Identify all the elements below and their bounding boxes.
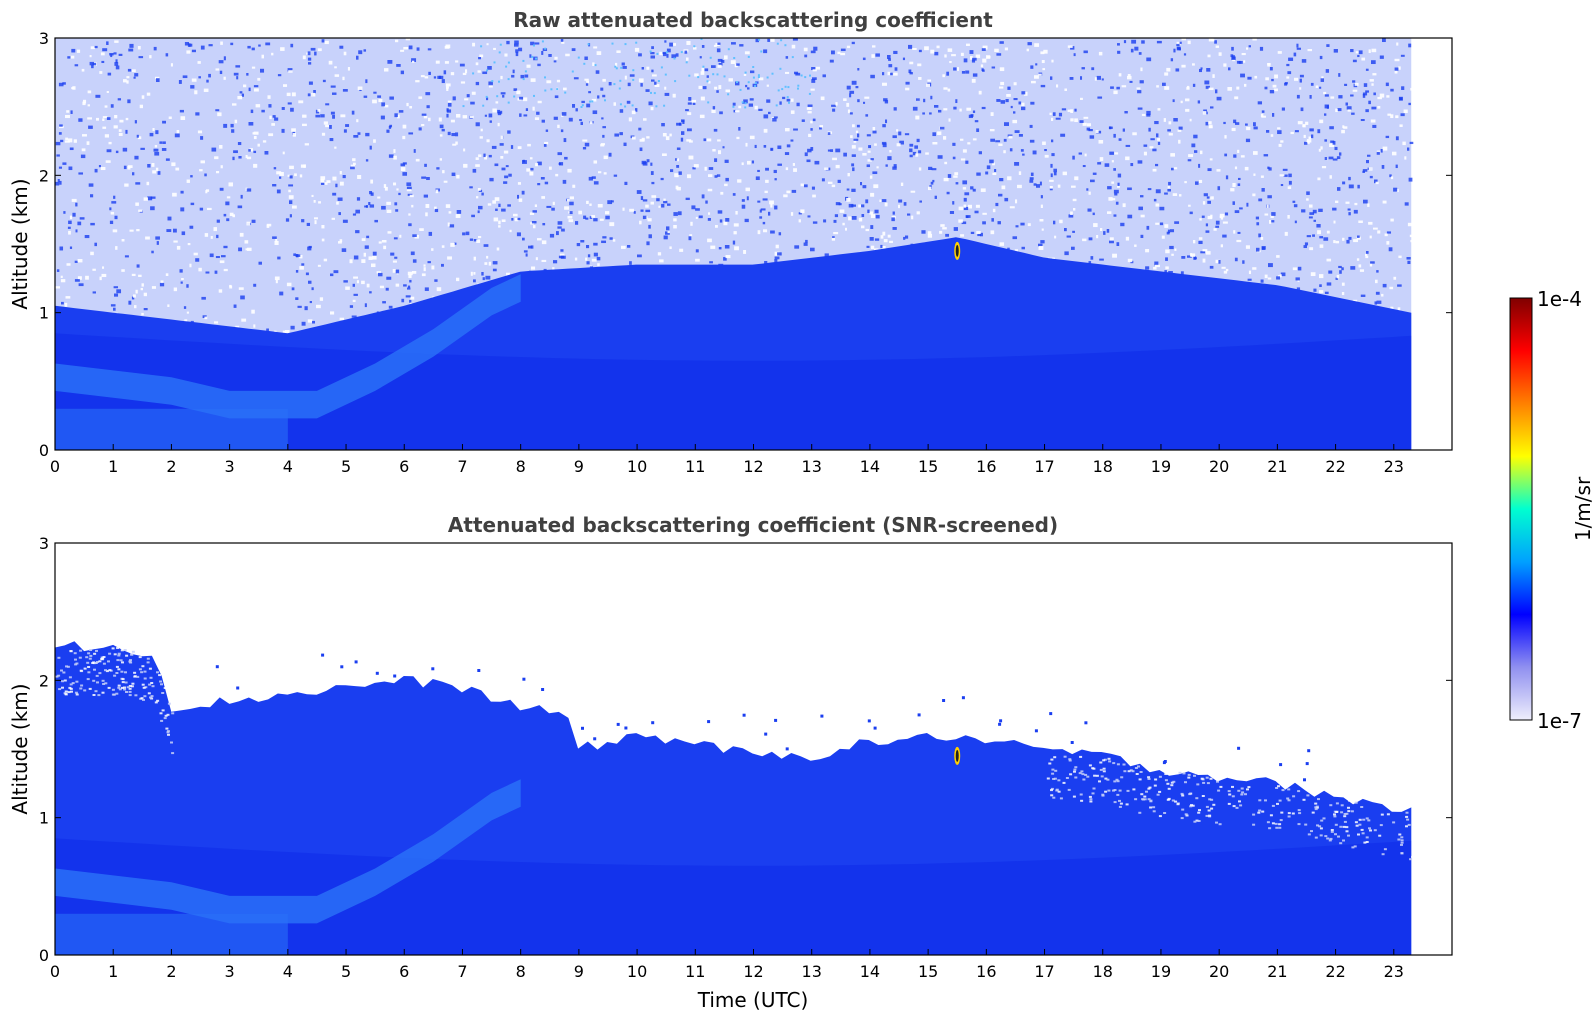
panel-screened-xtick-label: 3 — [225, 962, 235, 981]
panel-screened-x-axis: 0 1 2 3 4 5 6 7 8 9 10 11 12 13 14 15 16 17 18 19 20 21 22 23 — [50, 949, 1404, 981]
panel-raw-noise-speckle — [55, 38, 1414, 335]
panel-raw-heatmap — [55, 38, 1414, 450]
panel-raw-xtick-label: 19 — [1151, 457, 1171, 476]
panel-raw-xtick-label: 14 — [860, 457, 880, 476]
panel-raw-xtick-label: 8 — [516, 457, 526, 476]
panel-screened-xtick-label: 21 — [1267, 962, 1287, 981]
panel-screened-fringe — [55, 647, 1415, 861]
panel-raw-surface-layer — [55, 408, 288, 450]
panel-raw-xtick-label: 22 — [1325, 457, 1345, 476]
panel-screened-xtick-label: 19 — [1151, 962, 1171, 981]
panel-screened-xtick-label: 11 — [685, 962, 705, 981]
panel-screened-xtick-label: 13 — [802, 962, 822, 981]
panel-screened-ytick-label: 3 — [39, 534, 49, 553]
colorbar-min-label: 1e-7 — [1537, 709, 1582, 733]
panel-screened: Attenuated backscattering coefficient (S… — [8, 513, 1453, 1012]
panel-screened-xtick-label: 5 — [341, 962, 351, 981]
panel-raw-boundary-layer — [55, 237, 1412, 450]
panel-raw-ytick-label: 1 — [39, 304, 49, 323]
panel-screened-ytick-label: 2 — [39, 671, 49, 690]
panel-screened-xtick-label: 16 — [976, 962, 996, 981]
panel-screened-aerosol-plume — [55, 779, 521, 924]
panel-raw-xtick-label: 9 — [574, 457, 584, 476]
panel-raw-xtick-label: 7 — [457, 457, 467, 476]
panel-screened-title: Attenuated backscattering coefficient (S… — [448, 513, 1058, 537]
panel-screened-xtick-label: 7 — [457, 962, 467, 981]
panel-raw-ytick-label: 3 — [39, 29, 49, 48]
panel-screened-xtick-label: 1 — [108, 962, 118, 981]
panel-screened-xtick-label: 17 — [1034, 962, 1054, 981]
panel-raw-x-axis: 0 1 2 3 4 5 6 7 8 9 10 11 12 13 14 15 16 17 18 19 20 21 22 23 — [50, 444, 1404, 476]
panel-raw-feature-core — [955, 244, 959, 257]
panel-screened-xtick-label: 14 — [860, 962, 880, 981]
panel-screened-xtick-label: 8 — [516, 962, 526, 981]
panel-screened-xtick-label: 20 — [1209, 962, 1229, 981]
panel-raw-xtick-label: 4 — [283, 457, 293, 476]
panel-raw-xtick-label: 21 — [1267, 457, 1287, 476]
panel-screened-xtick-label: 0 — [50, 962, 60, 981]
panel-screened-xlabel: Time (UTC) — [697, 988, 809, 1012]
panel-raw-xtick-label: 20 — [1209, 457, 1229, 476]
panel-screened-xtick-label: 22 — [1325, 962, 1345, 981]
panel-raw-xtick-label: 3 — [225, 457, 235, 476]
panel-screened-xtick-label: 15 — [918, 962, 938, 981]
panel-raw-aerosol-plume — [55, 274, 521, 419]
panel-screened-xtick-label: 4 — [283, 962, 293, 981]
panel-raw-xtick-label: 5 — [341, 457, 351, 476]
panel-raw-xtick-label: 11 — [685, 457, 705, 476]
colorbar: 1e-4 1e-7 1/m/sr — [1509, 287, 1595, 733]
panel-screened-xtick-label: 12 — [743, 962, 763, 981]
panel-raw-y-axis: 0 1 2 3 — [39, 29, 1452, 460]
panel-screened-feature-core — [955, 749, 959, 762]
panel-screened-xtick-label: 10 — [627, 962, 647, 981]
panel-raw-ylabel: Altitude (km) — [8, 178, 32, 309]
colorbar-max-label: 1e-4 — [1537, 287, 1582, 311]
panel-raw-ytick-label: 0 — [39, 441, 49, 460]
panel-screened-y-axis: 0 1 2 3 — [39, 534, 1452, 965]
panel-raw-xtick-label: 16 — [976, 457, 996, 476]
panel-raw-xtick-label: 0 — [50, 457, 60, 476]
panel-raw: Raw attenuated backscattering coefficien… — [8, 8, 1453, 476]
panel-screened-xtick-label: 6 — [399, 962, 409, 981]
panel-screened-ylabel: Altitude (km) — [8, 683, 32, 814]
panel-screened-xtick-label: 2 — [166, 962, 176, 981]
panel-raw-ytick-label: 2 — [39, 166, 49, 185]
panel-raw-xtick-label: 12 — [743, 457, 763, 476]
panel-raw-xtick-label: 6 — [399, 457, 409, 476]
panel-raw-xtick-label: 1 — [108, 457, 118, 476]
panel-raw-xtick-label: 18 — [1093, 457, 1113, 476]
panel-screened-xtick-label: 23 — [1384, 962, 1404, 981]
panel-raw-xtick-label: 2 — [166, 457, 176, 476]
panel-raw-xtick-label: 17 — [1034, 457, 1054, 476]
panel-screened-ytick-label: 1 — [39, 809, 49, 828]
panel-screened-heatmap — [55, 641, 1415, 955]
panel-screened-xtick-label: 9 — [574, 962, 584, 981]
colorbar-gradient — [1509, 297, 1533, 721]
panel-raw-xtick-label: 13 — [802, 457, 822, 476]
colorbar-unit-label: 1/m/sr — [1571, 476, 1595, 541]
panel-raw-title: Raw attenuated backscattering coefficien… — [513, 8, 993, 32]
panel-screened-xtick-label: 18 — [1093, 962, 1113, 981]
panel-raw-xtick-label: 23 — [1384, 457, 1404, 476]
panel-raw-xtick-label: 15 — [918, 457, 938, 476]
panel-screened-ytick-label: 0 — [39, 946, 49, 965]
panel-screened-surface-layer — [55, 913, 288, 955]
panel-raw-xtick-label: 10 — [627, 457, 647, 476]
